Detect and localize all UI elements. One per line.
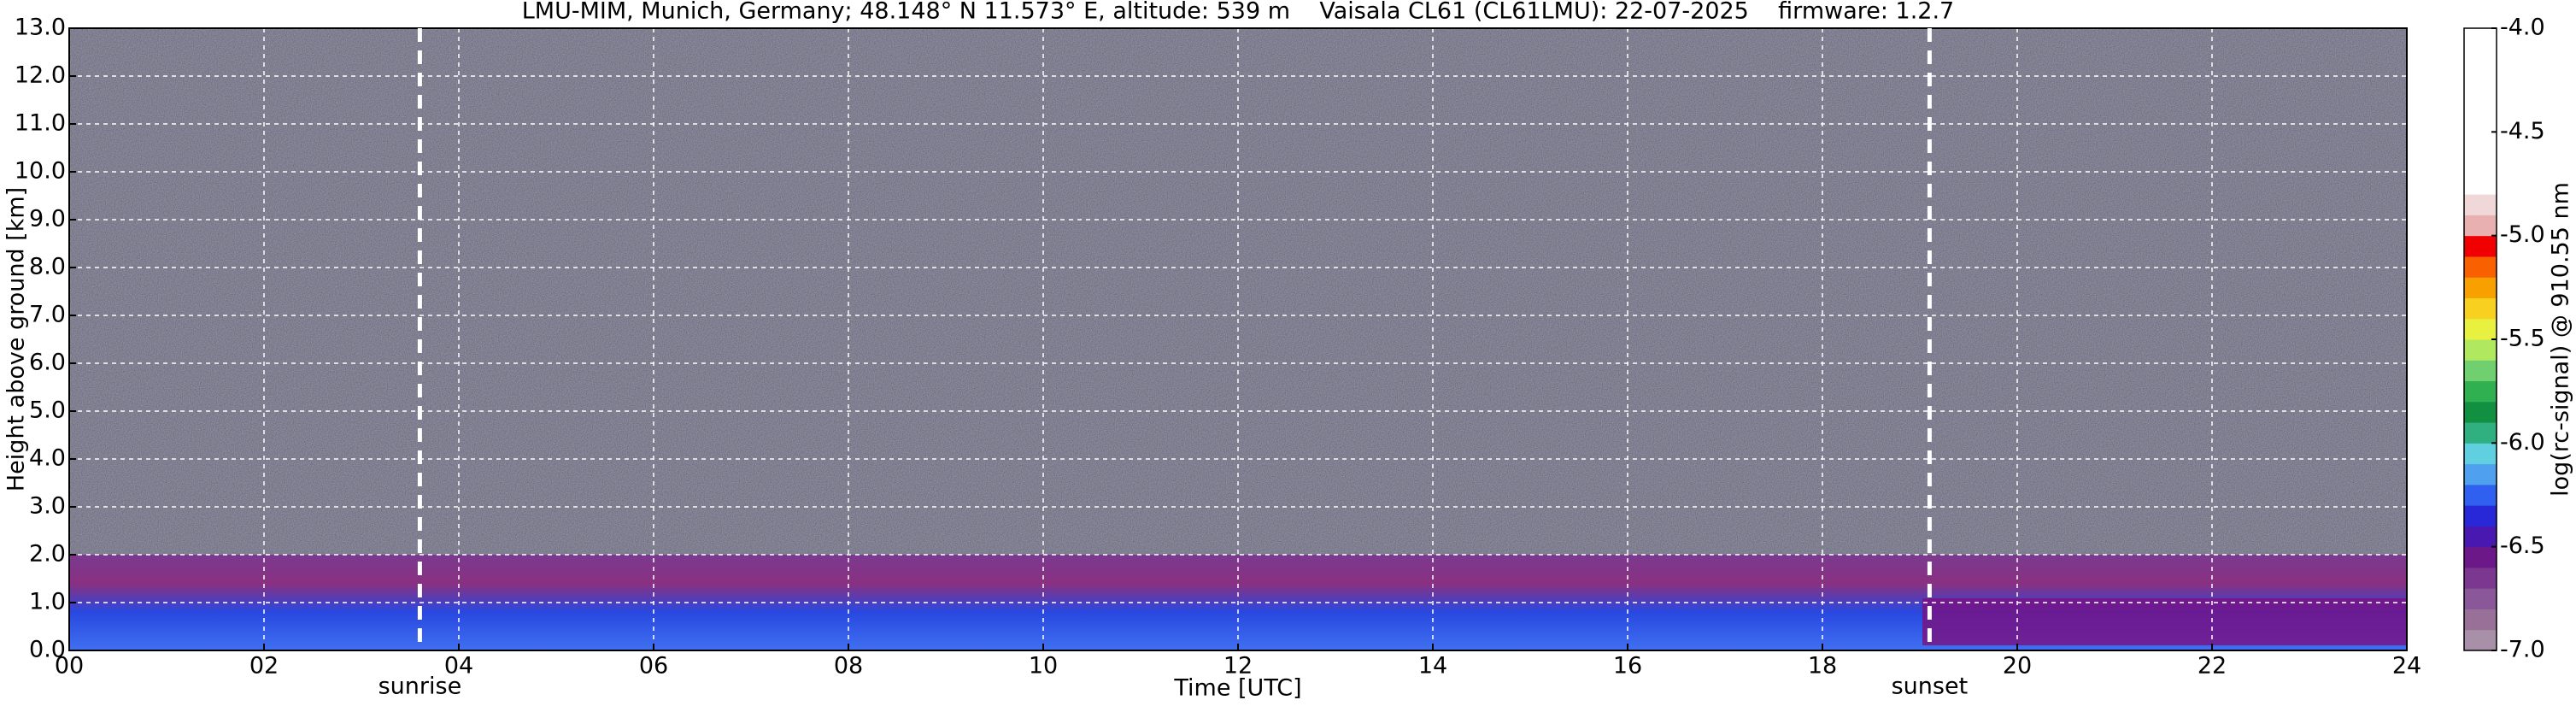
colorbar-cell — [2464, 297, 2497, 320]
colorbar-cell — [2464, 277, 2497, 298]
colorbar-cell — [2464, 215, 2497, 237]
x-axis-label: Time [UTC] — [1173, 675, 1301, 702]
y-tick-label: 12.0 — [15, 62, 66, 89]
colorbar-cell — [2464, 111, 2497, 132]
colorbar-cell — [2464, 588, 2497, 609]
y-tick-label: 11.0 — [15, 110, 66, 137]
y-tick-label: 8.0 — [29, 254, 66, 280]
colorbar-cell — [2464, 132, 2497, 154]
x-tick-label: 14 — [1418, 653, 1447, 680]
x-tick-label: 08 — [834, 653, 863, 680]
y-tick-label: 6.0 — [29, 350, 66, 376]
annotation-label: sunset — [1892, 674, 1969, 700]
x-tick-label: 04 — [444, 653, 473, 680]
x-tick-label: 18 — [1808, 653, 1837, 680]
y-tick-label: 0.0 — [29, 637, 66, 663]
colorbar-tick-label: -5.5 — [2500, 326, 2545, 352]
colorbar-cell — [2464, 629, 2497, 651]
y-tick-label: 10.0 — [15, 158, 66, 185]
y-tick-label: 13.0 — [15, 15, 66, 41]
x-tick-label: 20 — [2003, 653, 2032, 680]
colorbar-tick-label: -6.0 — [2500, 429, 2545, 456]
colorbar-cell — [2464, 546, 2497, 568]
colorbar-tick-label: -4.5 — [2500, 118, 2545, 144]
colorbar-tick-label: -5.0 — [2500, 221, 2545, 248]
colorbar-cell — [2464, 360, 2497, 382]
colorbar-label: log(rc-signal) @ 910.55 nm — [2548, 182, 2574, 497]
colorbar-cell — [2464, 235, 2497, 257]
colorbar-tick-label: -4.0 — [2500, 15, 2545, 41]
colorbar-cell — [2464, 422, 2497, 444]
colorbar-cell — [2464, 256, 2497, 278]
x-tick-label: 06 — [639, 653, 668, 680]
x-tick-label: 12 — [1223, 653, 1253, 680]
x-tick-label: 22 — [2198, 653, 2227, 680]
x-tick-label: 10 — [1029, 653, 1058, 680]
colorbar-cell — [2464, 69, 2497, 91]
y-tick-label: 5.0 — [29, 397, 66, 424]
x-tick-label: 16 — [1613, 653, 1642, 680]
colorbar-cell — [2464, 49, 2497, 71]
chart-title: LMU-MIM, Munich, Germany; 48.148° N 11.5… — [522, 0, 1955, 25]
colorbar-cell — [2464, 152, 2497, 174]
x-tick-label: 02 — [249, 653, 279, 680]
colorbar-cell — [2464, 484, 2497, 506]
y-tick-label: 3.0 — [29, 493, 66, 520]
y-tick-label: 2.0 — [29, 541, 66, 568]
annotation-label: sunrise — [378, 674, 462, 700]
x-tick-label: 24 — [2392, 653, 2421, 680]
colorbar-cell — [2464, 28, 2497, 50]
colorbar-tick-label: -7.0 — [2500, 637, 2545, 663]
colorbar-cell — [2464, 339, 2497, 361]
colorbar-cell — [2464, 443, 2497, 465]
y-tick-label: 4.0 — [29, 445, 66, 472]
y-axis-label: Height above ground [km] — [3, 187, 30, 491]
colorbar-cell — [2464, 505, 2497, 527]
y-tick-label: 7.0 — [29, 302, 66, 328]
colorbar-cell — [2464, 401, 2497, 423]
colorbar-cell — [2464, 318, 2497, 340]
colorbar-cell — [2464, 526, 2497, 548]
y-tick-label: 9.0 — [29, 206, 66, 232]
colorbar-cell — [2464, 380, 2497, 403]
colorbar-cell — [2464, 90, 2497, 112]
colorbar-tick-label: -6.5 — [2500, 532, 2545, 559]
colorbar-cell — [2464, 463, 2497, 485]
x-tick-label: 00 — [55, 653, 84, 680]
colorbar-cell — [2464, 173, 2497, 195]
colorbar-cell — [2464, 567, 2497, 589]
y-tick-label: 1.0 — [29, 589, 66, 615]
colorbar-cell — [2464, 194, 2497, 215]
colorbar-cell — [2464, 609, 2497, 631]
